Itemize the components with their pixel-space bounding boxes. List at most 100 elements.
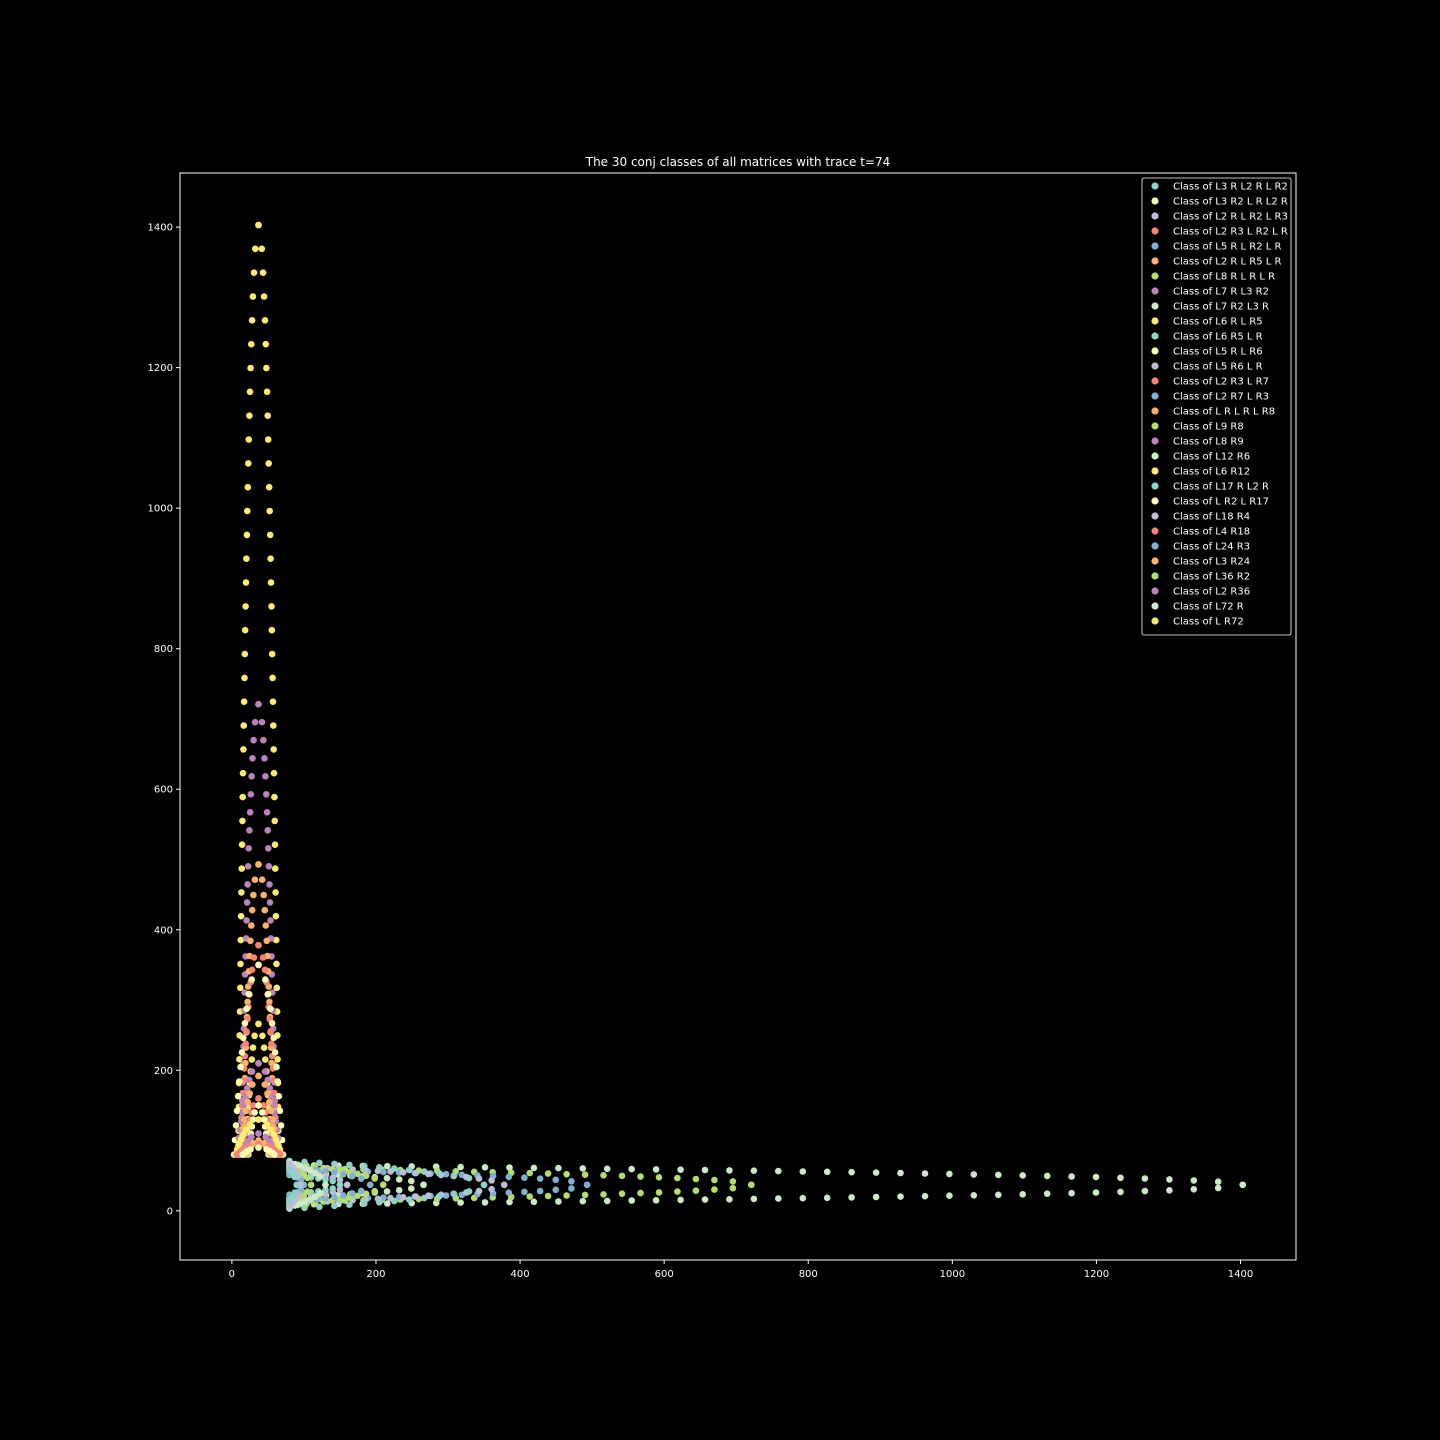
data-point [362, 1190, 370, 1198]
data-point [291, 1189, 299, 1196]
data-point [240, 698, 248, 705]
y-tick-label-1000: 1000 [148, 504, 173, 515]
data-point [248, 976, 255, 983]
data-point [317, 1173, 324, 1180]
data-point [603, 1165, 611, 1173]
data-point [242, 603, 249, 610]
data-point [340, 1192, 347, 1199]
x-tick-label-800: 800 [799, 1269, 818, 1280]
data-point [322, 1181, 329, 1189]
y-tick-label-800: 800 [154, 644, 173, 655]
data-point [274, 1141, 282, 1148]
data-point [246, 809, 254, 816]
data-point [241, 674, 248, 682]
data-point [273, 1063, 280, 1071]
data-point [331, 1160, 338, 1168]
data-point [921, 1192, 929, 1200]
data-point [277, 1122, 285, 1129]
data-point [799, 1194, 807, 1202]
data-point [237, 960, 244, 968]
data-point [240, 746, 247, 753]
data-point [238, 841, 246, 848]
data-point [361, 1162, 368, 1170]
x-tick-label-400: 400 [511, 1269, 530, 1280]
data-point [244, 863, 252, 870]
data-point [652, 1197, 660, 1204]
data-point [273, 960, 280, 968]
legend-marker [1151, 542, 1159, 550]
data-point [255, 1144, 262, 1151]
data-point [674, 1174, 681, 1182]
data-point [236, 1078, 243, 1085]
data-point [872, 1193, 880, 1201]
data-point [506, 1198, 513, 1206]
data-point [405, 1196, 413, 1203]
data-point [268, 1059, 275, 1067]
x-axis: 0 200 400 600 800 1000 1200 1400 [229, 1260, 1253, 1280]
data-point [655, 1189, 663, 1196]
data-point [263, 364, 270, 372]
legend-label: Class of L2 R3 L R7 [1173, 377, 1269, 388]
data-point [260, 1044, 268, 1051]
legend-label: Class of L3 R24 [1173, 557, 1250, 568]
data-point [266, 899, 274, 906]
data-point [236, 1056, 243, 1063]
data-point [244, 998, 251, 1006]
data-point [264, 436, 272, 443]
data-point [248, 340, 255, 348]
legend-label: Class of L5 R L R2 L R [1173, 242, 1282, 253]
data-point [750, 1195, 758, 1203]
legend-marker [1151, 392, 1159, 400]
data-point [261, 317, 269, 324]
data-point [245, 460, 252, 467]
data-point [242, 1126, 250, 1133]
data-point [383, 1174, 391, 1182]
data-point [1043, 1172, 1051, 1180]
data-point [267, 1028, 274, 1035]
x-tick-label-600: 600 [655, 1269, 674, 1280]
data-point [248, 1133, 255, 1141]
data-point [799, 1168, 807, 1175]
data-point [296, 1162, 304, 1170]
data-point [823, 1194, 831, 1202]
data-point [1092, 1189, 1100, 1196]
data-point [652, 1166, 660, 1173]
legend-marker [1151, 602, 1159, 610]
data-point [536, 1175, 544, 1182]
data-point [1019, 1172, 1026, 1179]
data-point [250, 1102, 257, 1109]
data-point [488, 1177, 495, 1184]
data-point [273, 984, 281, 992]
data-point [268, 1020, 276, 1027]
data-point [628, 1197, 635, 1204]
data-point [317, 1190, 324, 1197]
data-point [268, 603, 275, 610]
data-point [500, 1181, 508, 1189]
data-point [970, 1192, 978, 1199]
data-point [655, 1174, 663, 1181]
legend-box [1141, 177, 1292, 636]
data-point [1068, 1173, 1075, 1180]
data-point [246, 1121, 254, 1128]
legend-label: Class of L5 R L R6 [1173, 347, 1263, 358]
data-point [371, 1175, 379, 1182]
data-point [897, 1193, 904, 1200]
y-tick-label-1400: 1400 [148, 223, 173, 234]
data-point [692, 1187, 700, 1194]
data-point [248, 773, 255, 780]
data-point [376, 1199, 383, 1206]
data-point [384, 1200, 391, 1207]
data-point [872, 1169, 880, 1176]
data-point [242, 1059, 249, 1067]
data-point [628, 1165, 635, 1173]
x-tick-label-1400: 1400 [1228, 1269, 1253, 1280]
data-point [252, 245, 259, 253]
data-point [270, 746, 278, 753]
data-point [259, 1109, 266, 1116]
data-point [408, 1177, 415, 1185]
data-point [412, 1193, 420, 1200]
data-point [395, 1176, 403, 1183]
data-point [240, 1131, 247, 1138]
data-point [897, 1169, 904, 1177]
